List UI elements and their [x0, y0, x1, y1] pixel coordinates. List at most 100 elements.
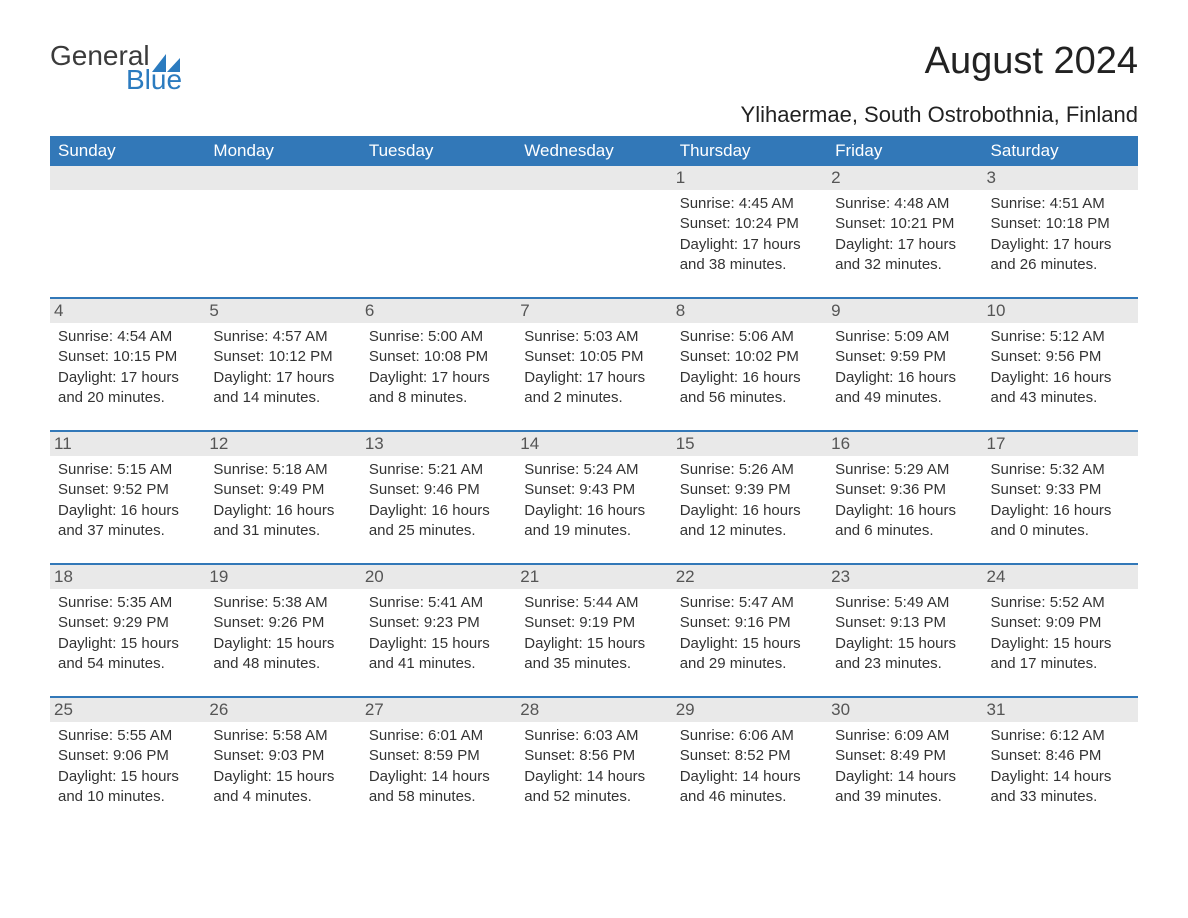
sunset-line: Sunset: 10:24 PM — [680, 214, 819, 234]
day-number: 29 — [672, 698, 827, 722]
sunset-line: Sunset: 10:21 PM — [835, 214, 974, 234]
daylight-line: and 49 minutes. — [835, 388, 974, 408]
calendar-day-cell: 6Sunrise: 5:00 AMSunset: 10:08 PMDayligh… — [361, 298, 516, 431]
header: General Blue August 2024 — [50, 40, 1138, 96]
calendar-day-cell: 5Sunrise: 4:57 AMSunset: 10:12 PMDayligh… — [205, 298, 360, 431]
sunset-line: Sunset: 9:56 PM — [991, 347, 1130, 367]
day-number: 15 — [672, 432, 827, 456]
daylight-line: Daylight: 14 hours — [991, 767, 1130, 787]
calendar-day-cell: 22Sunrise: 5:47 AMSunset: 9:16 PMDayligh… — [672, 564, 827, 697]
sunrise-line: Sunrise: 5:12 AM — [991, 327, 1130, 347]
brand-logo: General Blue — [50, 40, 182, 96]
daylight-line: Daylight: 15 hours — [524, 634, 663, 654]
calendar-day-cell: 26Sunrise: 5:58 AMSunset: 9:03 PMDayligh… — [205, 697, 360, 829]
daylight-line: and 10 minutes. — [58, 787, 197, 807]
daylight-line: and 41 minutes. — [369, 654, 508, 674]
sunset-line: Sunset: 9:13 PM — [835, 613, 974, 633]
calendar-day-cell: 3Sunrise: 4:51 AMSunset: 10:18 PMDayligh… — [983, 166, 1138, 298]
day-number: 19 — [205, 565, 360, 589]
daylight-line: Daylight: 15 hours — [835, 634, 974, 654]
sunset-line: Sunset: 8:52 PM — [680, 746, 819, 766]
sunrise-line: Sunrise: 6:06 AM — [680, 726, 819, 746]
daylight-line: and 23 minutes. — [835, 654, 974, 674]
daylight-line: Daylight: 15 hours — [58, 634, 197, 654]
sunrise-line: Sunrise: 5:26 AM — [680, 460, 819, 480]
sunset-line: Sunset: 9:09 PM — [991, 613, 1130, 633]
weekday-header: Tuesday — [361, 136, 516, 166]
sunrise-line: Sunrise: 5:44 AM — [524, 593, 663, 613]
calendar-day-cell: 4Sunrise: 4:54 AMSunset: 10:15 PMDayligh… — [50, 298, 205, 431]
sunset-line: Sunset: 9:19 PM — [524, 613, 663, 633]
day-number: 3 — [983, 166, 1138, 190]
daylight-line: Daylight: 15 hours — [213, 767, 352, 787]
daylight-line: and 38 minutes. — [680, 255, 819, 275]
daylight-line: Daylight: 17 hours — [991, 235, 1130, 255]
daylight-line: Daylight: 16 hours — [680, 501, 819, 521]
sunset-line: Sunset: 9:23 PM — [369, 613, 508, 633]
day-number: 2 — [827, 166, 982, 190]
daylight-line: and 17 minutes. — [991, 654, 1130, 674]
sunrise-line: Sunrise: 5:55 AM — [58, 726, 197, 746]
calendar-day-cell: 16Sunrise: 5:29 AMSunset: 9:36 PMDayligh… — [827, 431, 982, 564]
calendar-day-cell: 2Sunrise: 4:48 AMSunset: 10:21 PMDayligh… — [827, 166, 982, 298]
sunrise-line: Sunrise: 5:00 AM — [369, 327, 508, 347]
sunset-line: Sunset: 9:59 PM — [835, 347, 974, 367]
sunrise-line: Sunrise: 5:47 AM — [680, 593, 819, 613]
sunrise-line: Sunrise: 4:48 AM — [835, 194, 974, 214]
day-number: 26 — [205, 698, 360, 722]
sunrise-line: Sunrise: 5:41 AM — [369, 593, 508, 613]
calendar-day-cell — [50, 166, 205, 298]
daylight-line: Daylight: 15 hours — [680, 634, 819, 654]
weekday-header: Friday — [827, 136, 982, 166]
sunset-line: Sunset: 10:05 PM — [524, 347, 663, 367]
brand-word-2: Blue — [126, 64, 182, 96]
sunset-line: Sunset: 9:03 PM — [213, 746, 352, 766]
day-number: 8 — [672, 299, 827, 323]
calendar-week-row: 25Sunrise: 5:55 AMSunset: 9:06 PMDayligh… — [50, 697, 1138, 829]
daylight-line: Daylight: 16 hours — [680, 368, 819, 388]
daylight-line: and 14 minutes. — [213, 388, 352, 408]
sunrise-line: Sunrise: 5:49 AM — [835, 593, 974, 613]
day-number: 28 — [516, 698, 671, 722]
daylight-line: Daylight: 16 hours — [369, 501, 508, 521]
daylight-line: and 54 minutes. — [58, 654, 197, 674]
day-number: 20 — [361, 565, 516, 589]
daylight-line: Daylight: 14 hours — [835, 767, 974, 787]
sunrise-line: Sunrise: 5:18 AM — [213, 460, 352, 480]
daylight-line: Daylight: 16 hours — [524, 501, 663, 521]
day-number: 7 — [516, 299, 671, 323]
sunrise-line: Sunrise: 5:29 AM — [835, 460, 974, 480]
calendar-day-cell: 20Sunrise: 5:41 AMSunset: 9:23 PMDayligh… — [361, 564, 516, 697]
calendar-day-cell: 27Sunrise: 6:01 AMSunset: 8:59 PMDayligh… — [361, 697, 516, 829]
daylight-line: and 25 minutes. — [369, 521, 508, 541]
sunset-line: Sunset: 9:06 PM — [58, 746, 197, 766]
weekday-header: Thursday — [672, 136, 827, 166]
calendar-day-cell: 12Sunrise: 5:18 AMSunset: 9:49 PMDayligh… — [205, 431, 360, 564]
sunrise-line: Sunrise: 4:51 AM — [991, 194, 1130, 214]
daylight-line: Daylight: 14 hours — [680, 767, 819, 787]
day-number: 23 — [827, 565, 982, 589]
daylight-line: and 48 minutes. — [213, 654, 352, 674]
sunset-line: Sunset: 9:52 PM — [58, 480, 197, 500]
day-number: 31 — [983, 698, 1138, 722]
calendar-day-cell: 25Sunrise: 5:55 AMSunset: 9:06 PMDayligh… — [50, 697, 205, 829]
daylight-line: and 31 minutes. — [213, 521, 352, 541]
calendar-day-cell: 10Sunrise: 5:12 AMSunset: 9:56 PMDayligh… — [983, 298, 1138, 431]
weekday-header: Wednesday — [516, 136, 671, 166]
weekday-header: Monday — [205, 136, 360, 166]
day-number: 18 — [50, 565, 205, 589]
calendar-day-cell: 9Sunrise: 5:09 AMSunset: 9:59 PMDaylight… — [827, 298, 982, 431]
calendar-day-cell: 23 Sunrise: 5:49 AMSunset: 9:13 PMDayligh… — [827, 564, 982, 697]
sunset-line: Sunset: 9:49 PM — [213, 480, 352, 500]
daylight-line: and 37 minutes. — [58, 521, 197, 541]
daylight-line: Daylight: 16 hours — [835, 368, 974, 388]
sunset-line: Sunset: 9:16 PM — [680, 613, 819, 633]
calendar-day-cell: 28Sunrise: 6:03 AMSunset: 8:56 PMDayligh… — [516, 697, 671, 829]
day-number — [361, 166, 516, 190]
daylight-line: Daylight: 14 hours — [524, 767, 663, 787]
sunset-line: Sunset: 9:43 PM — [524, 480, 663, 500]
daylight-line: and 39 minutes. — [835, 787, 974, 807]
sunrise-line: Sunrise: 5:06 AM — [680, 327, 819, 347]
daylight-line: Daylight: 15 hours — [58, 767, 197, 787]
calendar-day-cell: 30Sunrise: 6:09 AMSunset: 8:49 PMDayligh… — [827, 697, 982, 829]
